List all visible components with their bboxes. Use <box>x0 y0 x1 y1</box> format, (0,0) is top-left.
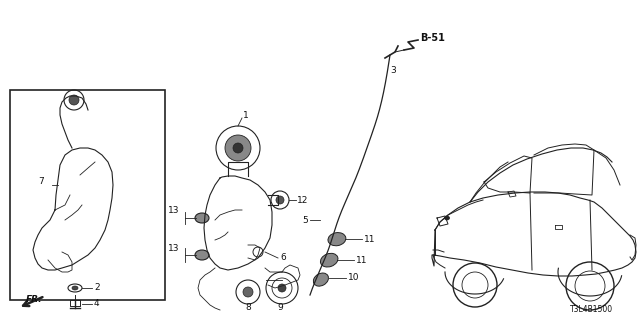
Text: 2: 2 <box>94 284 100 292</box>
Text: 11: 11 <box>364 235 376 244</box>
Circle shape <box>69 95 79 105</box>
Text: 12: 12 <box>297 196 308 204</box>
Circle shape <box>225 135 251 161</box>
Text: 6: 6 <box>280 253 285 262</box>
Bar <box>10 90 165 300</box>
Ellipse shape <box>195 250 209 260</box>
Text: 5: 5 <box>302 215 308 225</box>
Circle shape <box>243 287 253 297</box>
Circle shape <box>276 196 284 204</box>
Text: 8: 8 <box>245 303 251 313</box>
Circle shape <box>278 284 286 292</box>
Ellipse shape <box>195 213 209 223</box>
Text: 10: 10 <box>348 273 360 282</box>
Text: 11: 11 <box>356 256 368 265</box>
Text: 4: 4 <box>94 300 100 308</box>
Ellipse shape <box>328 233 346 246</box>
Text: 13: 13 <box>168 244 179 252</box>
Text: T3L4B1500: T3L4B1500 <box>570 306 613 315</box>
Text: FR.: FR. <box>26 294 42 303</box>
Text: B-51: B-51 <box>420 33 445 43</box>
Ellipse shape <box>445 216 449 220</box>
Ellipse shape <box>314 273 328 286</box>
Ellipse shape <box>321 253 338 267</box>
Text: 3: 3 <box>390 66 396 75</box>
Text: 7: 7 <box>38 177 44 186</box>
Circle shape <box>233 143 243 153</box>
Text: 9: 9 <box>277 303 283 313</box>
Ellipse shape <box>72 286 78 290</box>
Text: 1: 1 <box>243 110 249 119</box>
Text: 13: 13 <box>168 205 179 214</box>
